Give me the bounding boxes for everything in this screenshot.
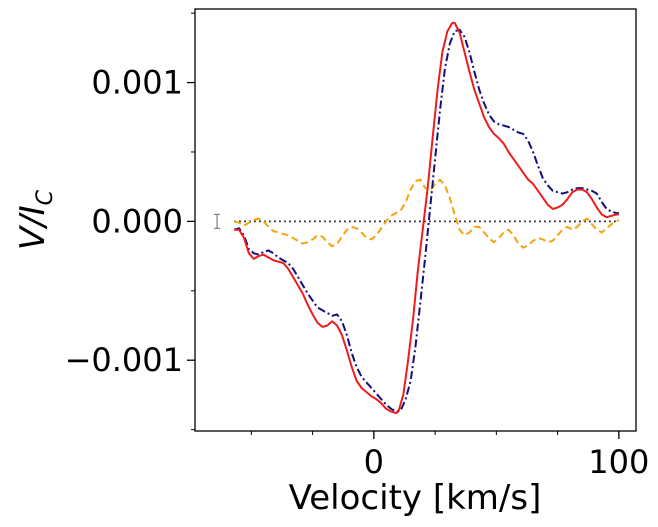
x-tick-label-1: 100 <box>588 443 649 481</box>
x-tick-label-0: 0 <box>364 443 384 481</box>
plot-frame <box>194 8 637 432</box>
y-axis-label-main: V/I <box>13 205 53 250</box>
series-line-model <box>233 28 619 413</box>
y-tick-label-0: −0.001 <box>65 341 183 379</box>
tick-marks <box>187 12 620 439</box>
y-tick-label-1: 0.000 <box>91 202 183 240</box>
x-axis-label: Velocity [km/s] <box>289 478 542 518</box>
y-axis-label: V/IC <box>13 189 58 250</box>
series-layer <box>233 21 620 414</box>
y-tick-label-2: 0.001 <box>91 64 183 102</box>
tick-labels: 0 100 −0.001 0.000 0.001 <box>65 64 650 481</box>
series-line-observed <box>234 21 619 414</box>
y-axis-label-subscript: C <box>33 189 58 205</box>
reference-line-layer <box>214 213 619 229</box>
error-bar <box>214 213 221 229</box>
